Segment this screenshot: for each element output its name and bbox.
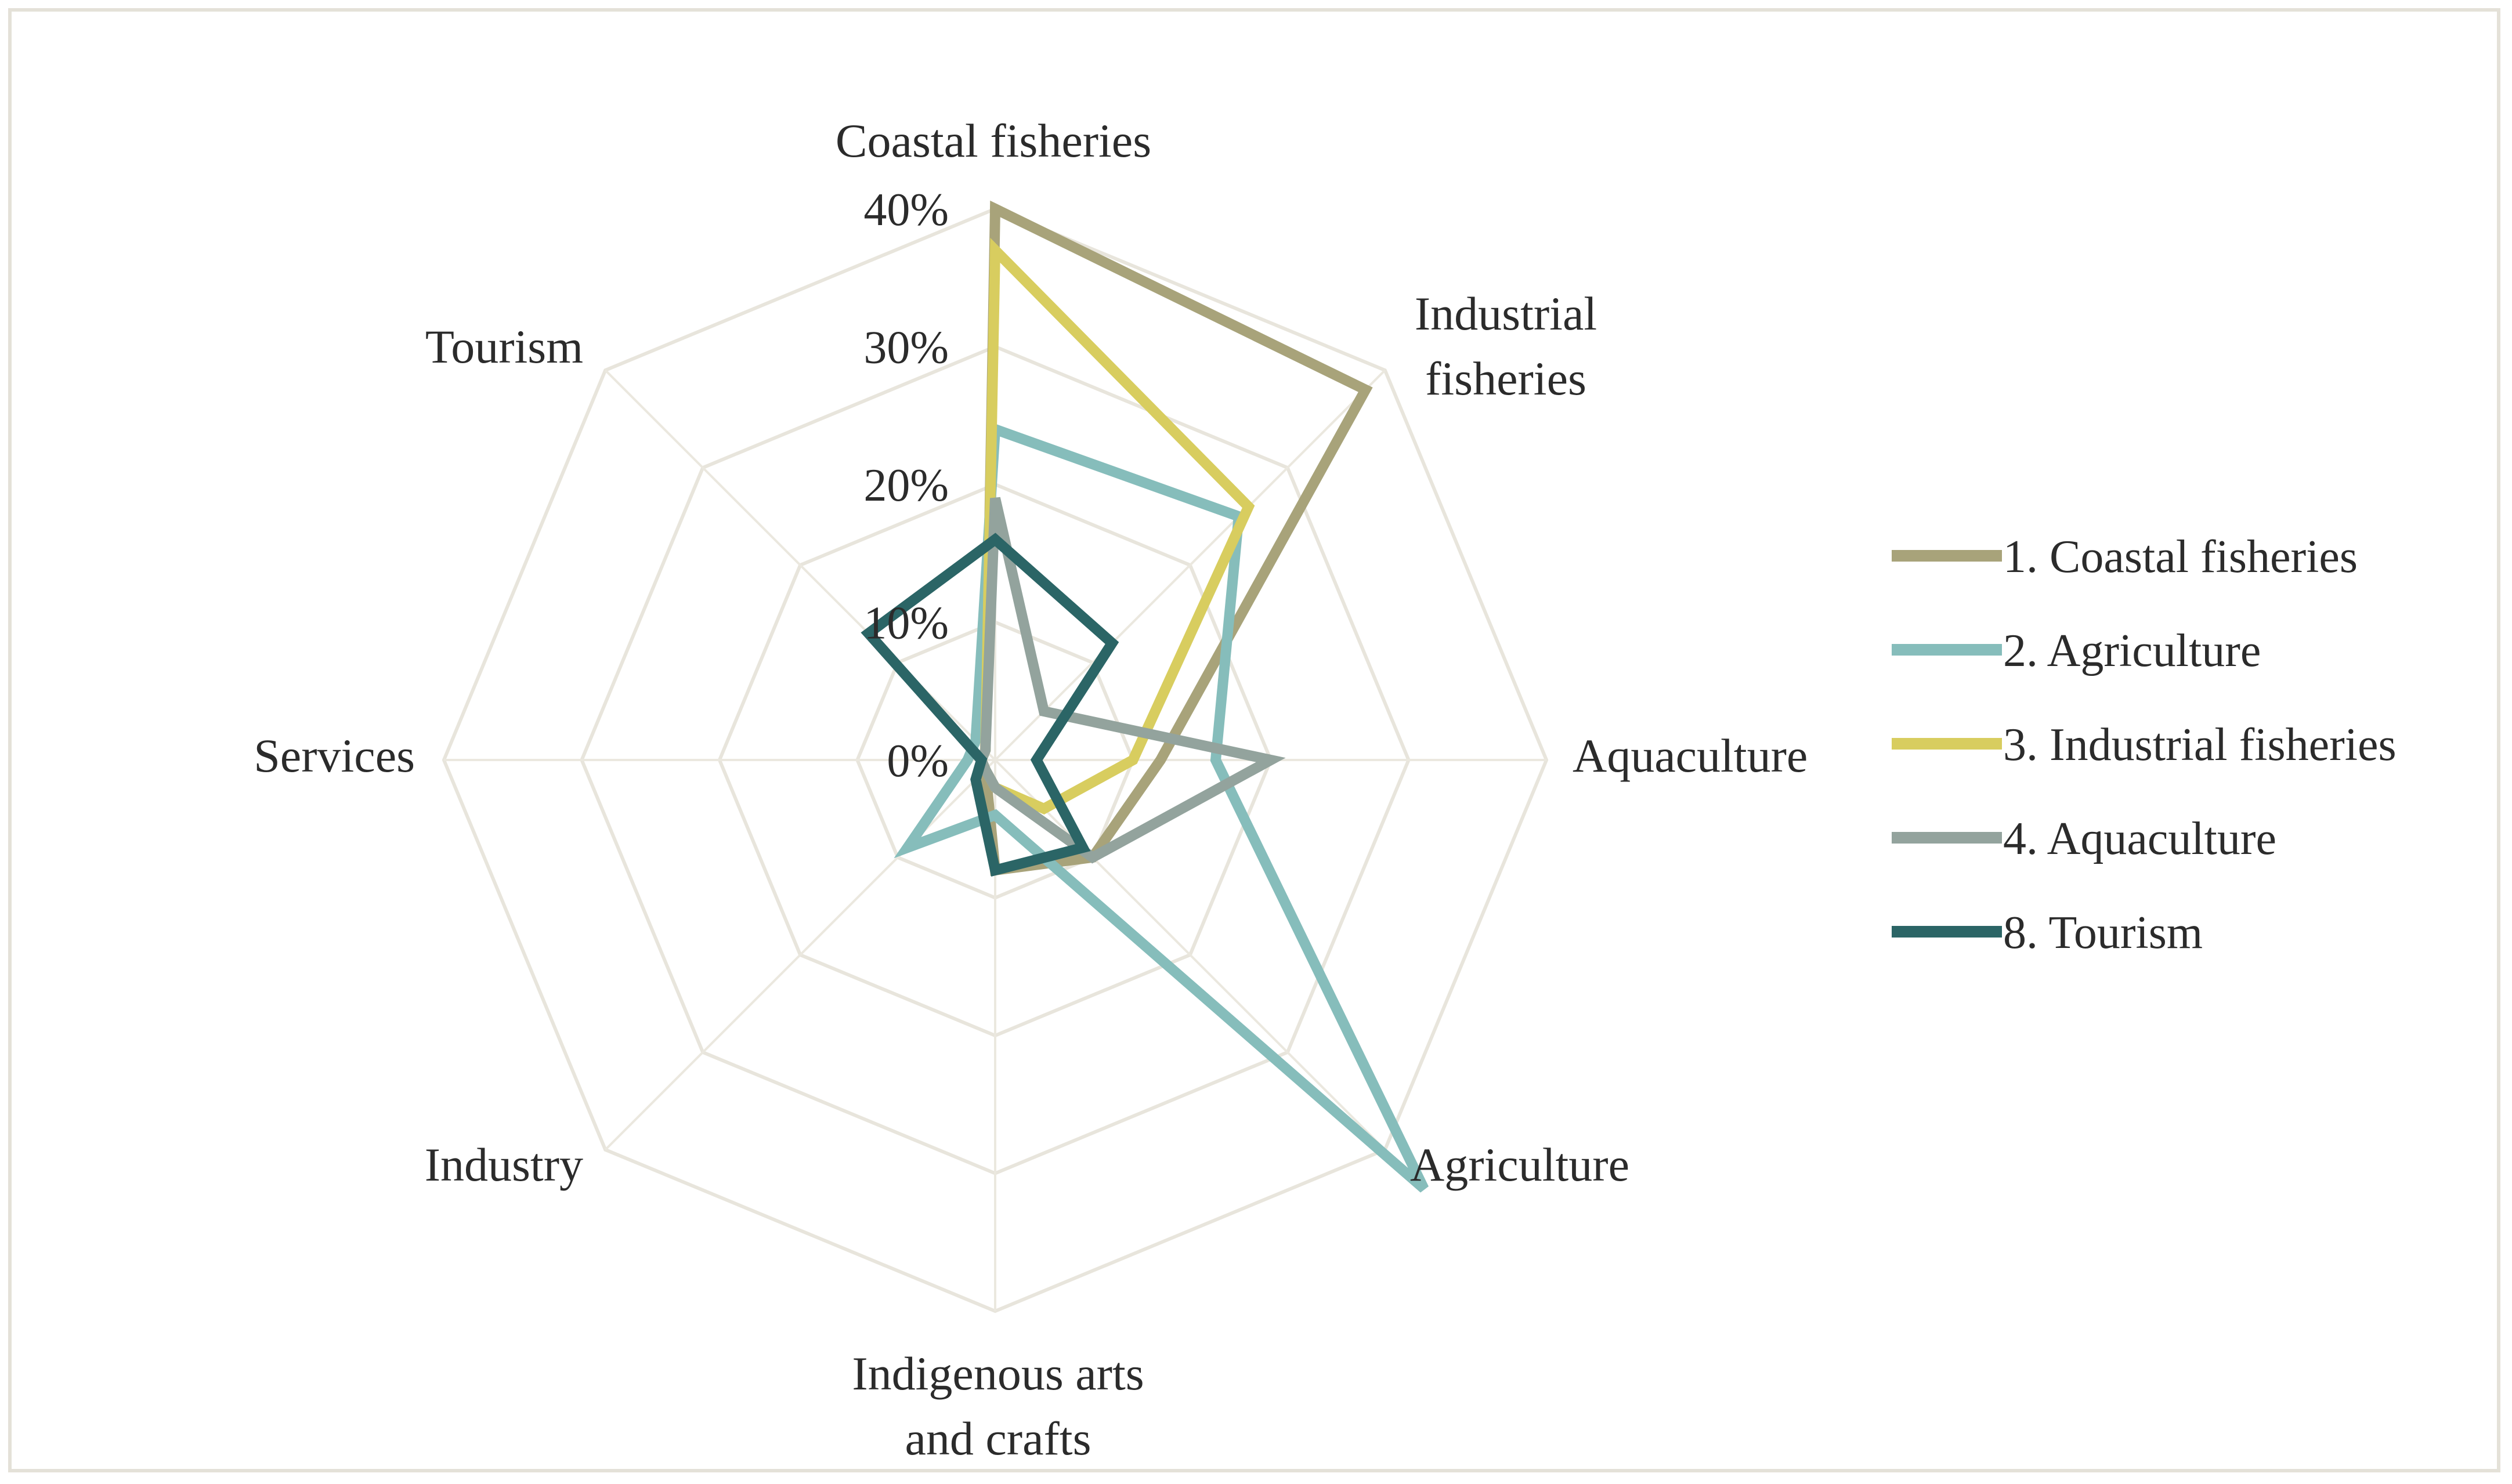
tick-label: 0%: [887, 736, 949, 787]
tick-label: 40%: [863, 184, 949, 236]
legend-label: 1. Coastal fisheries: [2003, 531, 2358, 582]
tick-label: 20%: [863, 460, 949, 511]
tick-label: 10%: [863, 598, 949, 649]
spoke-5: [604, 759, 996, 1151]
chart-frame: [8, 8, 2500, 1472]
category-label: Tourism: [425, 320, 583, 373]
spoke-1: [994, 369, 1386, 761]
spoke-3: [994, 759, 1386, 1151]
series-line-4: [975, 497, 1286, 864]
legend-label: 4. Aquaculture: [2003, 813, 2276, 864]
series-line-5: [861, 533, 1119, 877]
category-label: Services: [254, 729, 415, 782]
category-label: Industry: [425, 1138, 583, 1191]
legend-label: 3. Industrial fisheries: [2003, 719, 2397, 770]
category-label: Agriculture: [1410, 1138, 1629, 1191]
category-label: Indigenous arts and crafts: [852, 1347, 1144, 1465]
tick-label: 30%: [863, 323, 949, 374]
radial-ticks: 0% 10% 20% 30% 40%: [863, 184, 949, 787]
radar-series: [861, 200, 1429, 1193]
legend-label: 8. Tourism: [2003, 907, 2203, 958]
category-label: Industrial fisheries: [1415, 287, 1597, 405]
legend-label: 2. Agriculture: [2003, 625, 2261, 676]
category-label: Coastal fisheries: [836, 114, 1151, 167]
category-label: Aquaculture: [1573, 729, 1808, 782]
category-labels: Coastal fisheries Industrial fisheries Aqua…: [254, 114, 1808, 1465]
legend: 1. Coastal fisheries 2. Agriculture 3. Ind…: [1892, 531, 2397, 958]
